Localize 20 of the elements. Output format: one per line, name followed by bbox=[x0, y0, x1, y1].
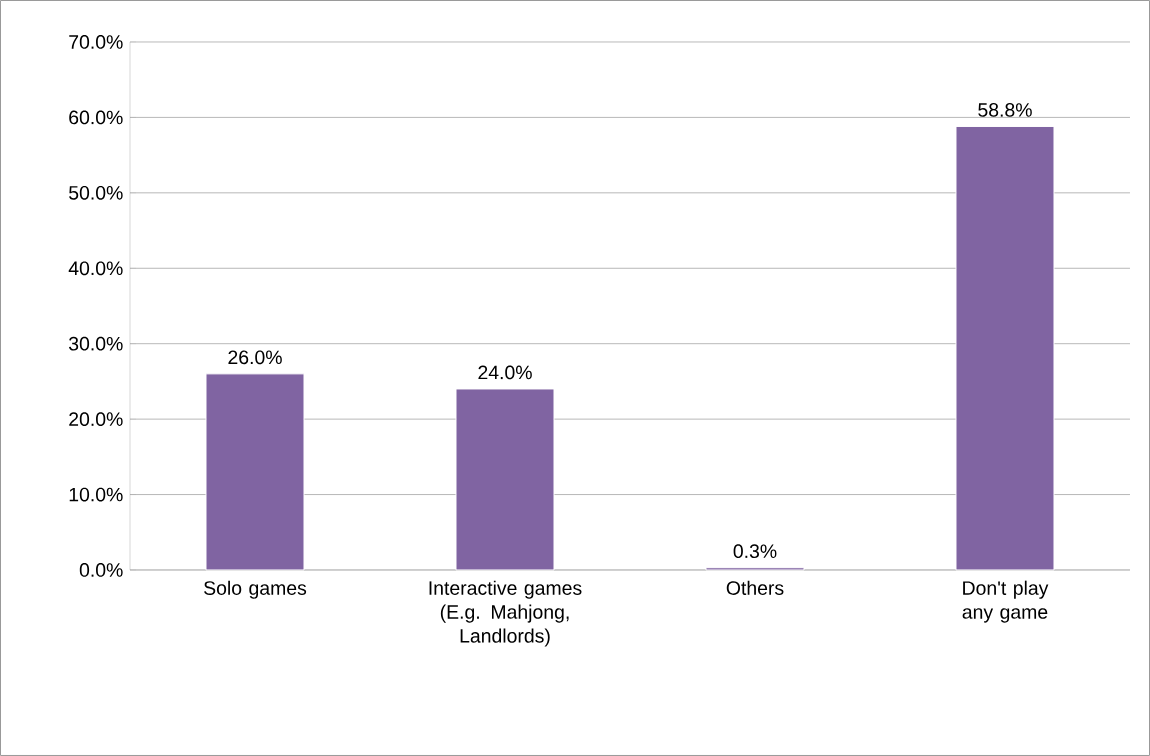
data-label: 24.0% bbox=[478, 365, 532, 380]
y-tick-label: 0.0% bbox=[79, 563, 123, 577]
y-tick-label: 20.0% bbox=[69, 412, 123, 426]
bar bbox=[705, 567, 805, 571]
bar bbox=[455, 388, 555, 571]
x-tick-label: Solo games bbox=[204, 580, 307, 599]
data-label: 0.3% bbox=[733, 544, 777, 559]
x-tick-label: Interactive games (E.g. Mahjong, Landlords) bbox=[429, 580, 582, 647]
bar bbox=[955, 125, 1055, 571]
data-label: 58.8% bbox=[978, 103, 1032, 117]
bar bbox=[205, 373, 305, 571]
data-label: 26.0% bbox=[228, 350, 282, 365]
y-tick-label: 50.0% bbox=[69, 185, 123, 200]
y-tick-label: 30.0% bbox=[68, 336, 123, 351]
y-tick-label: 40.0% bbox=[68, 261, 123, 276]
x-tick-label: Others bbox=[726, 580, 784, 595]
x-tick-label: Don't play any game bbox=[962, 580, 1049, 623]
y-tick-label: 70.0% bbox=[69, 35, 123, 49]
y-tick-label: 60.0% bbox=[69, 110, 123, 125]
y-tick-label: 10.0% bbox=[69, 487, 123, 502]
